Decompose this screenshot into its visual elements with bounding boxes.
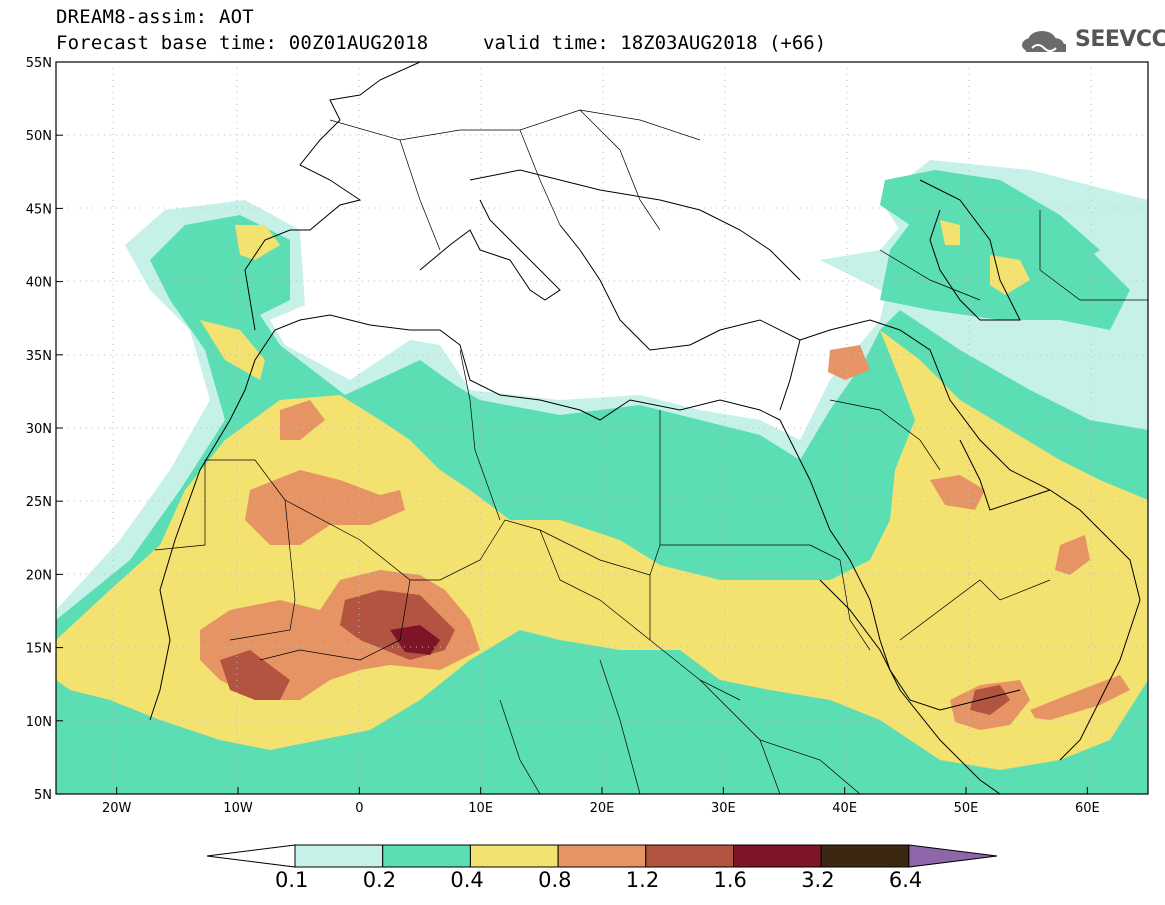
colorbar-level-label: 6.4 — [888, 868, 923, 892]
lon-tick-label: 30E — [711, 801, 736, 816]
lat-tick-label: 20N — [26, 568, 52, 583]
colorbar-level-label: 1.2 — [625, 868, 660, 892]
aot-field — [56, 62, 1148, 794]
lon-tick-label: 0 — [355, 801, 363, 816]
lon-tick-label: 40E — [832, 801, 857, 816]
colorbar-level-label: 3.2 — [801, 868, 835, 892]
colorbar-level-label: 0.4 — [450, 868, 484, 892]
colorbar-under-arrow — [206, 844, 296, 868]
lon-tick-label: 10W — [223, 801, 253, 816]
latitude-ticks: 55N 50N 45N 40N 35N 30N 25N 20N 15N 10N 5N — [26, 56, 63, 803]
colorbar-level-label: 0.8 — [538, 868, 572, 892]
base-time-label: Forecast base time: 00Z01AUG2018 — [56, 32, 429, 54]
lat-tick-label: 10N — [26, 715, 52, 730]
colorbar-over-arrow — [908, 844, 998, 868]
longitude-ticks: 20W 10W 0 10E 20E 30E 40E 50E 60E — [102, 787, 1100, 816]
colorbar-cell — [733, 844, 822, 868]
cloud-icon — [1022, 31, 1066, 52]
borders — [154, 109, 1148, 794]
colorbar-level-label: 0.1 — [275, 868, 309, 892]
colorbar-cell — [294, 844, 384, 868]
lat-tick-label: 55N — [26, 56, 52, 71]
lat-tick-label: 45N — [26, 202, 52, 217]
colorbar-cell — [557, 844, 647, 868]
model-title: DREAM8-assim: AOT — [56, 6, 254, 28]
lon-tick-label: 10E — [468, 801, 493, 816]
lat-tick-label: 50N — [26, 129, 52, 144]
lat-tick-label: 25N — [26, 495, 52, 510]
graticule — [56, 62, 1148, 794]
lon-tick-label: 50E — [954, 801, 979, 816]
seevccc-logo — [1022, 31, 1066, 52]
colorbar-cell — [469, 844, 559, 868]
lat-tick-label: 30N — [26, 422, 52, 437]
lon-tick-label: 60E — [1075, 801, 1100, 816]
colorbar-cell — [382, 844, 471, 868]
lat-tick-label: 15N — [26, 642, 52, 657]
colorbar-level-label: 1.6 — [713, 868, 747, 892]
logo-text: SEEVCCC — [1075, 27, 1165, 52]
colorbar-level-label: 0.2 — [362, 868, 397, 892]
lon-tick-label: 20W — [102, 801, 132, 816]
valid-time-label: valid time: 18Z03AUG2018 (+66) — [483, 32, 827, 54]
lon-tick-label: 20E — [590, 801, 615, 816]
lat-tick-label: 40N — [26, 276, 52, 291]
lat-tick-label: 35N — [26, 349, 52, 364]
coastlines — [149, 62, 1141, 794]
colorbar-cell — [645, 844, 734, 868]
colorbar-cell — [820, 844, 910, 868]
aot-band-1.6 — [390, 625, 440, 655]
lat-tick-label: 5N — [34, 788, 52, 803]
